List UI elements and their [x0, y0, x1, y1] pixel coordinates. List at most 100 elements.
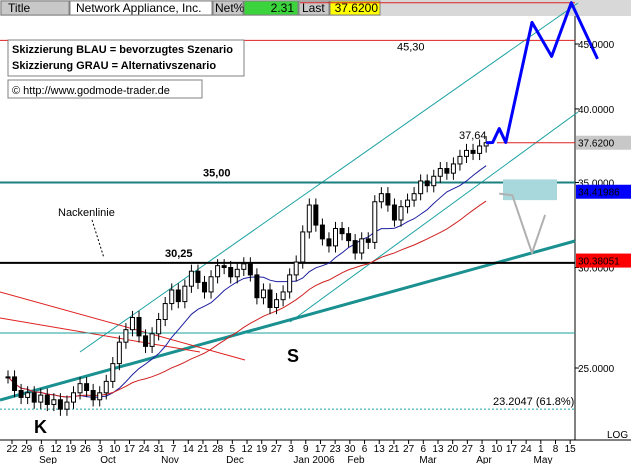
header-title-value: Network Appliance, Inc. [76, 1, 201, 15]
candle [156, 312, 162, 341]
x-day-label-20: 9 [303, 444, 309, 455]
x-day-label-16: 12 [241, 444, 253, 455]
candle-body [195, 270, 201, 283]
candle-body [254, 274, 260, 299]
candle [129, 310, 135, 337]
candle [391, 198, 397, 227]
header-last-value-box [329, 0, 381, 16]
x-day-label-21: 17 [315, 444, 327, 455]
candle-body [228, 267, 234, 278]
candle [143, 329, 149, 354]
candle-body [5, 376, 11, 379]
x-day-label-6: 3 [97, 444, 103, 455]
candle [221, 259, 227, 275]
x-month-label-5: Feb [347, 455, 365, 464]
x-day-label-1: 29 [21, 444, 33, 455]
candle-body [51, 399, 57, 405]
candle [64, 395, 70, 416]
scenario-paths [486, 1, 599, 254]
candle-body [44, 394, 50, 405]
candle-body [398, 206, 404, 221]
header-title-label-text: Title [8, 1, 31, 15]
candle-body [326, 238, 332, 247]
candle-body [470, 149, 476, 154]
candle [470, 143, 476, 161]
candle-body [25, 392, 31, 398]
candle-body [215, 265, 221, 278]
candle [300, 225, 306, 269]
candle [260, 283, 266, 305]
candle [437, 161, 443, 183]
candle-body [287, 274, 293, 293]
price-tag-box-0 [576, 135, 631, 150]
scenario-blue-path [486, 1, 599, 145]
candle [182, 279, 188, 309]
neckline-pointer [91, 219, 105, 259]
candle-body [431, 175, 437, 187]
candle-body [437, 168, 443, 177]
x-day-label-5: 26 [80, 444, 92, 455]
ma-blue-line [7, 165, 487, 398]
x-day-label-12: 14 [183, 444, 195, 455]
header-netpct-label-box [212, 0, 244, 16]
level-label-4: 23.2047 (61.8%) [493, 396, 574, 408]
header-netpct-value: 2.31 [271, 1, 295, 15]
candle-body [84, 383, 90, 392]
candle-body [208, 276, 214, 293]
candle [280, 285, 286, 307]
level-label-3: 30,25 [165, 248, 193, 260]
y-tick-label-2: 35.0000 [578, 179, 615, 190]
candle [57, 393, 63, 416]
candle-body [405, 199, 411, 208]
ma-red-line [7, 200, 487, 398]
legend-line-blue: Skizzierung BLAU = bevorzugtes Szenario [12, 44, 233, 56]
candle [450, 157, 456, 180]
candle [84, 377, 90, 398]
x-day-label-27: 27 [403, 444, 415, 455]
annotation-s: S [287, 346, 299, 366]
price-tag-label-0: 37.6200 [578, 139, 615, 150]
candle-body [57, 399, 63, 410]
candle-body [64, 401, 70, 410]
candle-body [103, 380, 109, 394]
candle [346, 227, 352, 248]
x-day-label-38: 15 [565, 444, 577, 455]
candle [424, 174, 430, 193]
candle-body [234, 268, 240, 278]
price-tag-box-2 [576, 253, 631, 268]
level-label-1: 45,30 [397, 41, 425, 53]
x-day-label-22: 23 [330, 444, 342, 455]
channel-lower-line [289, 111, 579, 323]
header-netpct-label: Net% [215, 1, 245, 15]
x-day-label-13: 21 [197, 444, 209, 455]
x-day-label-35: 24 [521, 444, 533, 455]
candle-body [444, 168, 450, 174]
x-month-label-4: Jan 2006 [293, 455, 335, 464]
candle-body [156, 318, 162, 335]
candle-body [110, 363, 116, 382]
price-candles [5, 136, 489, 416]
candle [51, 393, 57, 412]
candle-body [77, 383, 83, 394]
candle [71, 386, 76, 409]
x-month-label-2: Nov [161, 455, 179, 464]
candle-body [71, 392, 76, 403]
y-tick-label-1: 40.0000 [578, 105, 615, 116]
candle [162, 296, 168, 327]
candle [293, 255, 299, 282]
candle-body [365, 238, 371, 243]
x-day-label-2: 6 [39, 444, 45, 455]
x-day-label-26: 21 [388, 444, 400, 455]
annotation-neckline: Nackenlinie [58, 207, 115, 219]
candle [90, 383, 96, 407]
main-trend-line [0, 239, 576, 402]
candle-body [90, 390, 96, 401]
candle [5, 370, 11, 384]
candle-body [280, 291, 286, 301]
x-month-label-6: Mar [419, 455, 437, 464]
candle [149, 327, 155, 354]
candle [464, 143, 469, 164]
candle-body [300, 231, 306, 263]
x-day-label-23: 30 [344, 444, 356, 455]
